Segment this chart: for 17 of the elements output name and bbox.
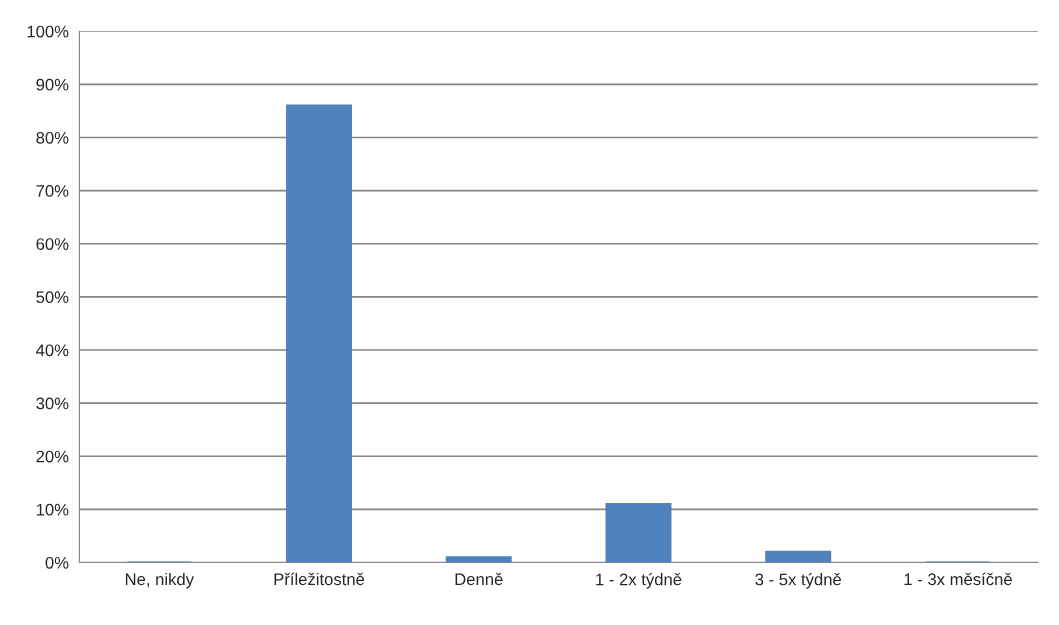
x-tick-label: Příležitostně — [274, 572, 365, 586]
y-tick-label: 20% — [36, 450, 69, 463]
y-tick-label: 100% — [27, 25, 69, 38]
y-tick-label: 50% — [36, 291, 69, 304]
y-tick-label: 10% — [36, 503, 69, 516]
x-tick-label: Ne, nikdy — [125, 572, 194, 589]
x-tick-label: 1 - 2x týdně — [596, 572, 682, 589]
y-tick-label: 70% — [36, 185, 69, 197]
x-tick-label: 1 - 3x měsíčně — [904, 572, 1012, 586]
x-tick-label: Denně — [455, 572, 503, 586]
y-tick-label: 80% — [36, 131, 69, 144]
y-tick-label: 0% — [45, 556, 69, 569]
y-tick-label: 40% — [36, 344, 69, 357]
y-tick-label: 30% — [36, 397, 69, 410]
x-tick-label: 3 - 5x týdně — [755, 572, 842, 589]
y-tick-label: 90% — [36, 78, 69, 91]
y-tick-label: 60% — [36, 238, 69, 250]
